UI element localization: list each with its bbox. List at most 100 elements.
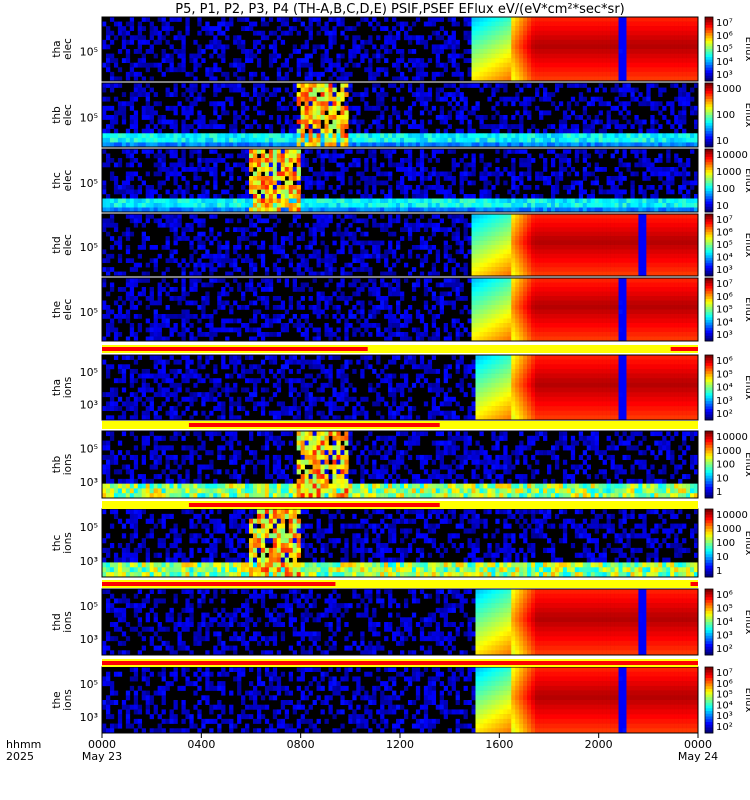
spectrogram-cell [237,227,242,233]
spectrogram-cell [602,53,607,59]
spectrogram-cell [427,158,433,163]
spectrogram-cell [368,142,373,148]
spectrogram-cell [149,26,154,32]
spectrogram-cell [646,142,651,148]
spectrogram-cell [316,176,321,181]
spectrogram-cell [264,162,270,168]
spectrogram-cell [368,194,373,199]
spectrogram-cell [304,222,309,228]
spectrogram-cell [125,49,131,54]
spectrogram-cell [554,207,560,213]
spectrogram-cell [328,101,333,107]
spectrogram-cell [423,258,429,264]
spectrogram-cell [495,26,500,32]
spectrogram-cell [340,142,345,148]
spectrogram-cell [539,176,544,181]
spectrogram-cell [491,26,496,32]
spectrogram-cell [213,214,218,219]
spectrogram-cell [447,185,452,190]
spectrogram-cell [280,133,286,139]
spectrogram-cell [165,236,170,241]
spectrogram-cell [439,17,444,22]
spectrogram-cell [193,96,198,102]
spectrogram-cell [284,71,290,77]
spectrogram-cell [463,176,468,181]
spectrogram-cell [550,17,556,22]
spectrogram-cell [352,53,357,59]
spectrogram-cell [674,153,679,159]
spectrogram-cell [300,83,305,88]
spectrogram-cell [364,128,369,134]
spectrogram-cell [316,198,321,204]
spectrogram-cell [185,198,190,204]
spectrogram-cell [352,44,357,50]
spectrogram-cell [356,110,361,116]
spectrogram-cell [105,44,111,50]
spectrogram-cell [578,218,584,224]
spectrogram-cell [272,240,278,246]
spectrogram-cell [388,49,393,54]
spectrogram-cell [662,198,667,204]
spectrogram-cell [423,92,429,98]
spectrogram-cell [197,258,202,264]
spectrogram-cell [173,119,178,125]
spectrogram-cell [602,124,607,130]
spectrogram-cell [324,262,329,268]
spectrogram-cell [193,128,198,134]
spectrogram-cell [594,207,599,213]
spectrogram-cell [415,189,421,195]
spectrogram-cell [376,171,381,177]
spectrogram-cell [109,76,115,82]
spectrogram-cell [189,71,194,77]
spectrogram-cell [535,236,540,241]
spectrogram-cell [185,137,190,143]
spectrogram-cell [638,35,643,41]
spectrogram-cell [566,198,572,204]
spectrogram-cell [312,83,317,88]
spectrogram-cell [245,105,250,111]
spectrogram-cell [487,249,492,255]
spectrogram-cell [483,185,488,190]
spectrogram-cell [586,124,592,130]
spectrogram-cell [316,262,321,268]
spectrogram-cell [682,115,687,120]
spectrogram-cell [245,17,250,22]
spectrogram-cell [658,176,663,181]
spectrogram-cell [328,253,333,259]
spectrogram-cell [566,142,572,148]
colorbar-step [705,99,713,103]
spectrogram-cell [312,214,317,219]
spectrogram-cell [356,218,361,224]
spectrogram-cell [666,176,671,181]
spectrogram-cell [558,35,564,41]
spectrogram-cell [654,21,659,27]
spectrogram-cell [364,39,369,45]
spectrogram-cell [300,58,305,64]
spectrogram-cell [407,176,413,181]
spectrogram-cell [447,17,452,22]
colorbar-step [705,154,713,158]
spectrogram-cell [626,167,631,172]
spectrogram-cell [483,142,488,148]
spectrogram-cell [535,198,540,204]
spectrogram-cell [197,176,202,181]
spectrogram-cell [133,189,139,195]
spectrogram-cell [515,258,520,264]
spectrogram-cell [113,176,119,181]
spectrogram-cell [431,30,437,36]
spectrogram-cell [503,249,508,255]
spectrogram-cell [340,180,345,186]
spectrogram-cell [459,119,464,125]
spectrogram-cell [419,203,425,208]
spectrogram-cell [499,218,504,224]
spectrogram-cell [487,271,492,277]
spectrogram-cell [662,35,667,41]
spectrogram-cell [320,71,325,77]
spectrogram-cell [209,227,214,233]
spectrogram-cell [332,137,337,143]
spectrogram-cell [332,258,337,264]
spectrogram-cell [157,133,162,139]
spectrogram-cell [415,142,421,148]
spectrogram-cell [292,124,297,130]
spectrogram-cell [427,236,433,241]
